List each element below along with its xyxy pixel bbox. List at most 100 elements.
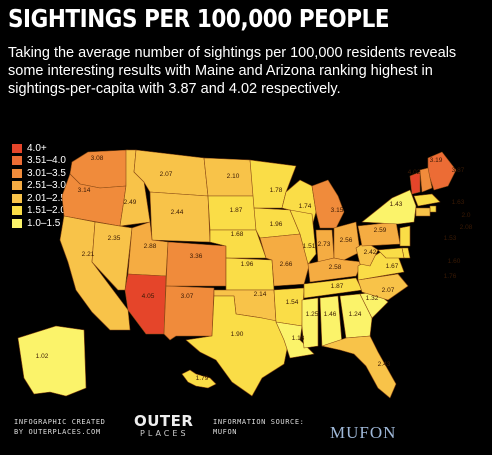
legend-item: 3.01–3.5 [12, 167, 66, 180]
state-value-tx: 1.90 [231, 331, 244, 338]
state-value-vt: 4.02 [408, 169, 421, 176]
state-value-ne: 1.68 [231, 231, 244, 238]
state-tx [185, 295, 289, 397]
legend-swatch [12, 218, 22, 228]
outerplaces-logo-sub: PLACES [140, 429, 189, 438]
credit-line-1: INFOGRAPHIC CREATED [14, 418, 106, 426]
state-value-de: 1.60 [448, 258, 461, 265]
state-value-mn: 1.78 [270, 187, 283, 194]
map-legend: 4.0+ 3.51–4.0 3.01–3.5 2.51–3.0 2.01–2.5 1.51… [12, 142, 66, 230]
state-value-ia: 1.96 [270, 221, 283, 228]
state-value-ks: 1.96 [241, 261, 254, 268]
source-text: INFORMATION SOURCE: MUFON [213, 417, 304, 437]
state-value-ct: 2.08 [460, 224, 473, 231]
state-az [124, 273, 167, 335]
legend-item: 2.01–2.5 [12, 192, 66, 205]
source-line-2: MUFON [213, 428, 238, 436]
state-value-il: 1.51 [303, 243, 316, 250]
state-ak [17, 325, 87, 397]
legend-swatch [12, 206, 22, 216]
state-hi [181, 369, 217, 389]
state-value-hi: 1.79 [196, 375, 209, 382]
state-nh [419, 167, 433, 193]
state-wy [149, 191, 211, 243]
page-title: SIGHTINGS PER 100,000 PEOPLE [8, 4, 390, 33]
state-mi [311, 179, 345, 229]
state-value-ca: 2.21 [82, 251, 95, 258]
legend-item: 3.51–4.0 [12, 155, 66, 168]
state-value-sd: 1.87 [230, 207, 243, 214]
state-ny [361, 189, 417, 225]
legend-label: 1.0–1.5 [27, 217, 61, 229]
credit-line-2: BY OUTERPLACES.COM [14, 428, 101, 436]
state-value-wv: 2.42 [364, 249, 377, 256]
state-oh [333, 221, 361, 261]
state-value-az: 4.05 [142, 293, 155, 300]
state-ma [413, 193, 441, 207]
state-value-md: 1.76 [444, 273, 457, 280]
state-value-al: 1.46 [324, 311, 337, 318]
state-value-tn: 1.87 [331, 283, 344, 290]
state-value-fl: 2.43 [378, 361, 391, 368]
legend-label: 3.51–4.0 [27, 155, 66, 167]
state-value-ma: 1.63 [452, 199, 465, 206]
state-value-wi: 1.74 [299, 203, 312, 210]
legend-item: 4.0+ [12, 142, 66, 155]
legend-item: 1.0–1.5 [12, 217, 66, 230]
state-value-ky: 2.58 [329, 264, 342, 271]
state-vt [409, 171, 421, 195]
state-value-nd: 2.10 [227, 173, 240, 180]
state-value-la: 1.18 [292, 335, 305, 342]
state-value-mt: 2.07 [160, 171, 173, 178]
legend-swatch [12, 156, 22, 166]
mufon-logo: MUFON [330, 423, 397, 442]
outerplaces-logo: OUTER [134, 412, 194, 430]
state-value-mo: 2.66 [280, 261, 293, 268]
state-value-wa: 3.08 [91, 155, 104, 162]
state-value-ut: 2.88 [144, 243, 157, 250]
state-value-me: 3.87 [452, 167, 465, 174]
state-md [377, 247, 405, 259]
state-value-in: 2.73 [318, 241, 331, 248]
state-value-co: 3.36 [190, 253, 203, 260]
state-nj [399, 225, 411, 247]
state-ar [273, 287, 305, 327]
subtitle: Taking the average number of sightings p… [8, 45, 457, 97]
state-value-nm: 3.07 [181, 293, 194, 300]
state-fl [321, 335, 397, 399]
legend-label: 2.01–2.5 [27, 192, 66, 204]
legend-label: 2.51–3.0 [27, 180, 66, 192]
legend-swatch [12, 193, 22, 203]
state-value-oh: 2.56 [340, 237, 353, 244]
state-ct [415, 207, 431, 217]
state-value-or: 3.14 [78, 187, 91, 194]
legend-item: 2.51–3.0 [12, 180, 66, 193]
legend-swatch [12, 168, 22, 178]
state-value-nh: 3.19 [430, 157, 443, 164]
legend-item: 1.51–2.0 [12, 205, 66, 218]
state-value-nj: 1.53 [444, 235, 457, 242]
source-line-1: INFORMATION SOURCE: [213, 418, 305, 426]
legend-label: 3.01–3.5 [27, 167, 66, 179]
us-map: 3.08 3.14 2.21 2.49 2.35 2.07 2.44 2.88 4.05 3.36… [17, 149, 473, 399]
credit-text: INFOGRAPHIC CREATED BY OUTERPLACES.COM [14, 417, 105, 437]
state-value-ga: 1.24 [349, 311, 362, 318]
state-value-nv: 2.35 [108, 235, 121, 242]
state-value-nc: 2.07 [382, 287, 395, 294]
state-value-ms: 1.25 [306, 311, 319, 318]
state-value-mi: 3.15 [331, 207, 344, 214]
state-value-ak: 1.02 [36, 353, 49, 360]
state-nm [163, 285, 215, 341]
state-value-id: 2.49 [124, 199, 137, 206]
state-value-ri: 2.0 [461, 212, 470, 219]
legend-swatch [12, 143, 22, 153]
state-nc [357, 273, 409, 301]
state-al [319, 295, 343, 347]
state-value-ar: 1.54 [286, 299, 299, 306]
state-il [289, 209, 317, 265]
legend-label: 1.51–2.0 [27, 205, 66, 217]
state-ms [301, 297, 319, 349]
state-co [165, 241, 227, 287]
state-value-sc: 1.32 [366, 295, 379, 302]
legend-label: 4.0+ [27, 142, 47, 154]
